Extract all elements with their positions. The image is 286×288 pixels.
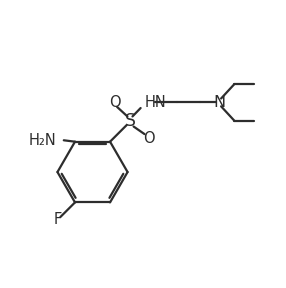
Text: S: S xyxy=(125,113,136,130)
Text: O: O xyxy=(109,95,121,110)
Text: N: N xyxy=(214,95,226,110)
Text: O: O xyxy=(143,131,154,146)
Text: F: F xyxy=(53,212,62,227)
Text: HN: HN xyxy=(144,95,166,110)
Text: H₂N: H₂N xyxy=(28,133,56,148)
